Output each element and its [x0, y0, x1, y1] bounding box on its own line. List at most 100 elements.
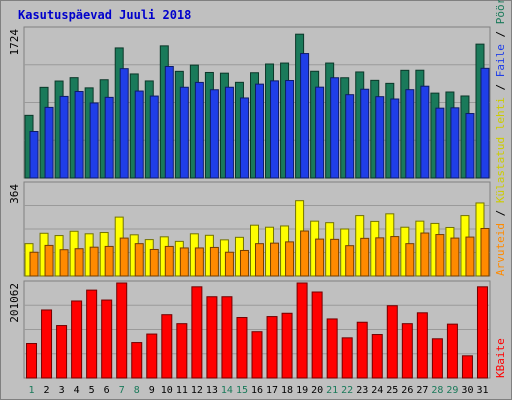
bar-faile-14: [224, 86, 234, 179]
bar-kbaite-12: [191, 286, 203, 379]
x-tick-label-22: 22: [341, 385, 353, 396]
bar-arvuteid-1: [29, 251, 39, 277]
bar-arvuteid-3: [59, 249, 69, 277]
bar-faile-13: [209, 89, 219, 179]
bar-kbaite-29: [446, 323, 458, 379]
bar-kbaite-28: [431, 338, 443, 379]
bar-arvuteid-18: [285, 241, 295, 277]
chart-panels: 1724 364 201062: [8, 26, 491, 379]
bar-kbaite-14: [221, 296, 233, 379]
bar-faile-5: [89, 102, 99, 179]
bar-faile-15: [239, 97, 249, 179]
bar-kbaite-23: [356, 321, 368, 379]
bar-kbaite-6: [101, 299, 113, 379]
bar-arvuteid-8: [134, 243, 144, 277]
bar-kbaite-1: [26, 343, 38, 379]
bar-kbaite-2: [41, 309, 53, 379]
bar-arvuteid-24: [375, 237, 385, 277]
bar-kbaite-20: [311, 291, 323, 379]
bar-arvuteid-16: [255, 243, 264, 277]
bar-kbaite-21: [326, 318, 338, 379]
chart-title: Kasutuspäevad Juuli 2018: [18, 8, 191, 22]
x-tick-label-16: 16: [251, 385, 263, 396]
bar-faile-6: [104, 96, 114, 179]
x-tick-label-23: 23: [356, 385, 368, 396]
bar-faile-20: [315, 86, 325, 179]
x-tick-label-19: 19: [296, 385, 308, 396]
bar-faile-10: [164, 66, 174, 179]
bar-kbaite-4: [71, 300, 83, 379]
bar-arvuteid-25: [390, 236, 400, 277]
x-tick-label-13: 13: [206, 385, 218, 396]
bar-arvuteid-6: [104, 245, 114, 277]
y-max-label: 364: [8, 184, 21, 204]
bar-arvuteid-14: [224, 251, 234, 277]
panel-1: 1724: [8, 26, 491, 179]
bar-faile-27: [420, 85, 430, 179]
bar-kbaite-9: [146, 333, 158, 379]
right-axis-label-part: /: [494, 24, 507, 44]
bar-faile-17: [270, 80, 280, 179]
bar-kbaite-5: [86, 289, 98, 379]
bar-arvuteid-31: [480, 227, 490, 277]
bar-arvuteid-20: [315, 238, 325, 277]
bar-kbaite-25: [386, 305, 398, 379]
bar-arvuteid-10: [164, 245, 174, 277]
bar-faile-9: [149, 95, 159, 179]
bar-faile-19: [300, 53, 310, 179]
bar-faile-29: [450, 107, 460, 179]
x-tick-label-6: 6: [104, 385, 110, 396]
x-tick-label-1: 1: [29, 385, 35, 396]
bar-kbaite-31: [476, 286, 488, 379]
bar-faile-23: [360, 88, 370, 179]
x-tick-label-10: 10: [161, 385, 173, 396]
panel-3: 201062: [8, 280, 491, 379]
bar-faile-24: [375, 96, 385, 179]
x-tick-label-5: 5: [89, 385, 95, 396]
bar-kbaite-10: [161, 314, 173, 379]
x-tick-label-29: 29: [446, 385, 458, 396]
x-tick-label-24: 24: [371, 385, 383, 396]
bar-arvuteid-2: [44, 244, 54, 277]
bar-kbaite-27: [416, 312, 428, 379]
x-tick-label-15: 15: [236, 385, 248, 396]
right-axis-label-part: /: [494, 77, 507, 97]
y-max-label: 1724: [8, 29, 21, 56]
right-axis-label-part: /: [494, 203, 507, 223]
bar-arvuteid-27: [420, 232, 430, 277]
bar-arvuteid-19: [300, 230, 310, 277]
x-tick-label-18: 18: [281, 385, 293, 396]
x-tick-label-4: 4: [74, 385, 80, 396]
x-tick-label-2: 2: [44, 385, 50, 396]
right-axis-label-part: KBaite: [494, 338, 507, 378]
bar-arvuteid-28: [435, 234, 445, 277]
bar-arvuteid-30: [465, 236, 475, 277]
right-axis-label-part: Faile: [494, 44, 507, 77]
bar-faile-4: [74, 90, 84, 179]
x-tick-label-27: 27: [416, 385, 428, 396]
bar-kbaite-24: [371, 334, 383, 379]
bar-kbaite-22: [341, 337, 353, 379]
bar-faile-26: [405, 89, 415, 179]
bar-arvuteid-13: [209, 246, 219, 277]
x-tick-label-3: 3: [59, 385, 65, 396]
bar-faile-11: [179, 86, 189, 179]
bar-faile-18: [285, 80, 295, 179]
bar-faile-8: [134, 90, 144, 179]
bar-kbaite-15: [236, 317, 248, 379]
right-axis-label-part: Külastatud lehti: [494, 97, 507, 203]
bar-kbaite-30: [461, 355, 473, 379]
bar-faile-25: [390, 98, 400, 179]
x-tick-label-8: 8: [134, 385, 140, 396]
right-axis-label-part: Arvuteid: [494, 223, 507, 276]
bar-faile-28: [435, 107, 445, 179]
bar-arvuteid-11: [179, 247, 189, 277]
bar-arvuteid-17: [270, 242, 280, 277]
bar-arvuteid-21: [330, 238, 340, 277]
x-tick-label-25: 25: [386, 385, 398, 396]
bar-kbaite-16: [251, 331, 263, 379]
bar-kbaite-3: [56, 325, 68, 379]
bar-kbaite-26: [401, 323, 413, 379]
bar-kbaite-19: [296, 282, 308, 379]
